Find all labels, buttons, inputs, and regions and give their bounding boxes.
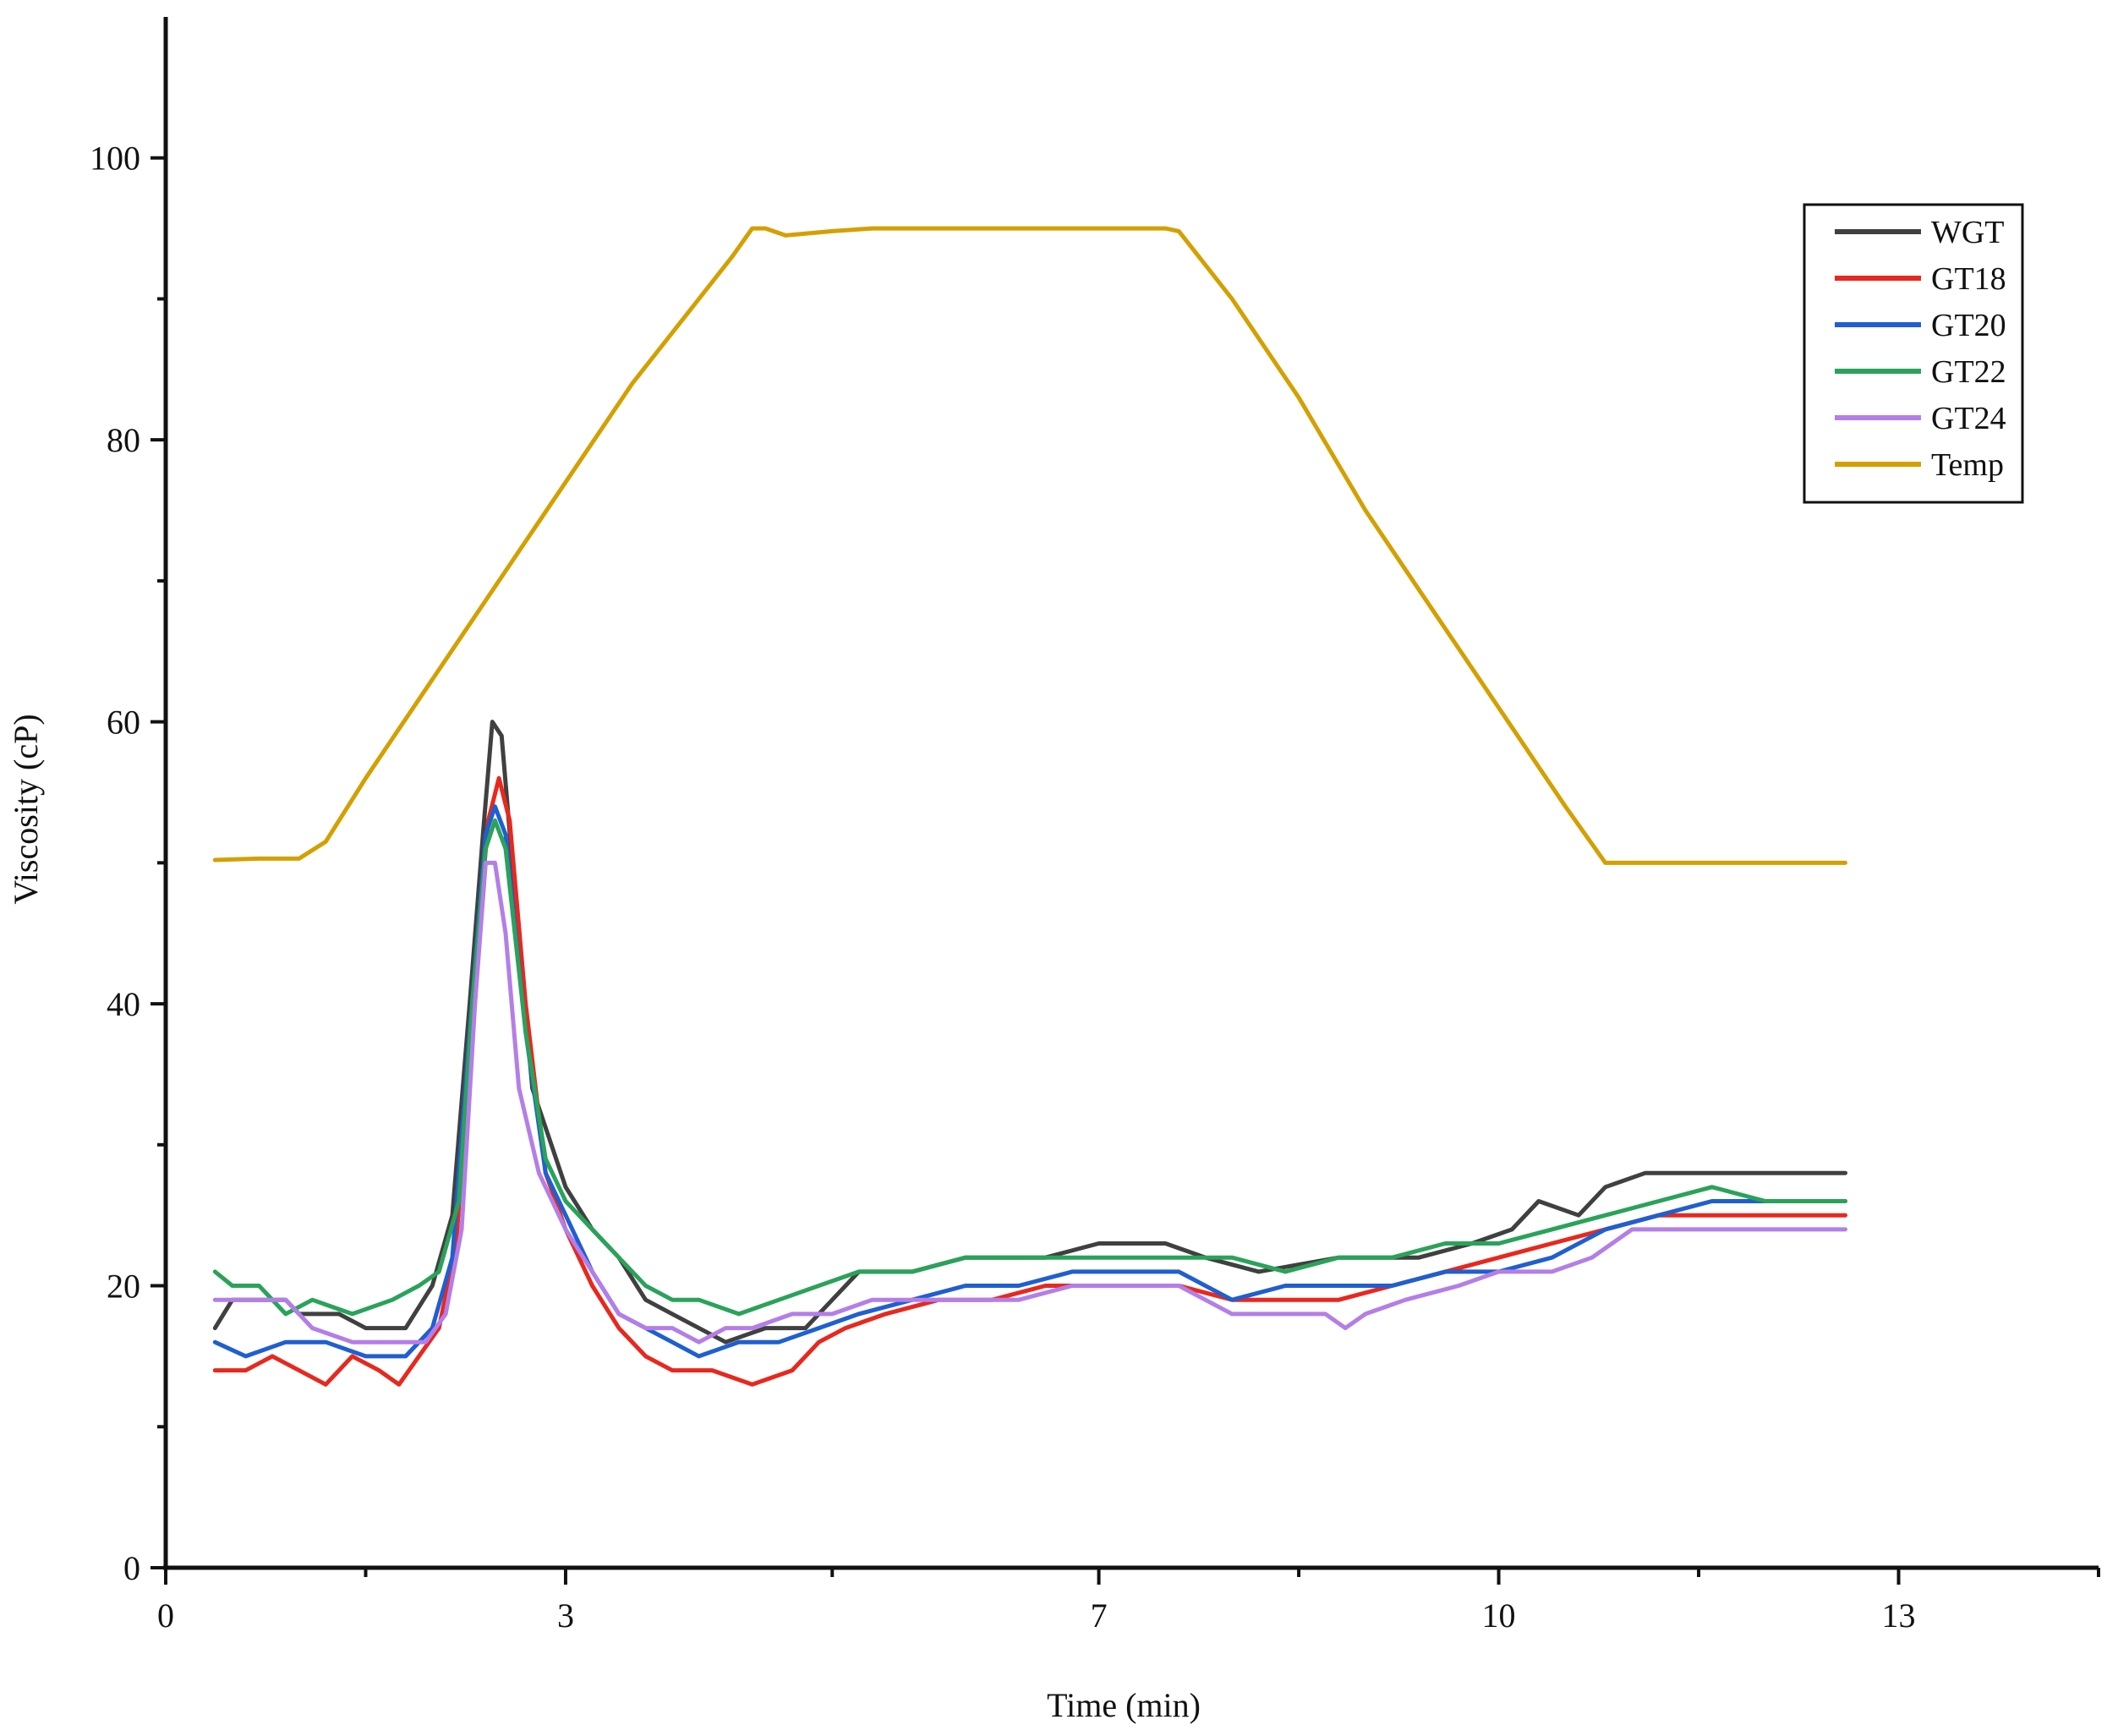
legend-label-gt20: GT20 <box>1931 308 2006 343</box>
x-tick-label: 0 <box>157 1596 174 1635</box>
legend-label-temp: Temp <box>1931 447 2004 483</box>
legend-label-gt22: GT22 <box>1931 354 2006 390</box>
x-tick-label: 13 <box>1882 1596 1916 1635</box>
legend: WGT GT18 GT20 GT22 GT24 Temp <box>1803 203 2024 504</box>
legend-label-wgt: WGT <box>1931 215 2005 250</box>
x-tick-label: 10 <box>1482 1596 1516 1635</box>
y-axis-title: Viscosity (cP) <box>7 714 45 904</box>
series-line-wgt <box>212 720 1847 1344</box>
series-line-gt24 <box>212 860 1847 1344</box>
y-tick-label: 60 <box>107 704 140 742</box>
x-tick-label: 7 <box>1091 1596 1108 1635</box>
y-tick-label: 0 <box>123 1549 140 1587</box>
legend-label-gt24: GT24 <box>1931 401 2006 436</box>
axes: 0 20 40 60 80 100 0 3 7 10 13 <box>90 17 2100 1635</box>
legend-label-gt18: GT18 <box>1931 261 2006 297</box>
legend-box <box>1803 203 2024 504</box>
x-tick-label: 3 <box>557 1596 574 1635</box>
y-tick-label: 100 <box>90 140 140 178</box>
series-line-gt20 <box>212 804 1847 1359</box>
y-tick-label: 80 <box>107 421 140 459</box>
series-lines <box>212 226 1847 1387</box>
series-line-gt18 <box>212 775 1847 1387</box>
y-tick-label: 40 <box>107 985 140 1023</box>
x-axis-title: Time (min) <box>1047 1686 1201 1724</box>
y-tick-label: 20 <box>107 1268 140 1306</box>
series-line-gt22 <box>212 818 1847 1317</box>
series-line-temp <box>212 226 1847 865</box>
